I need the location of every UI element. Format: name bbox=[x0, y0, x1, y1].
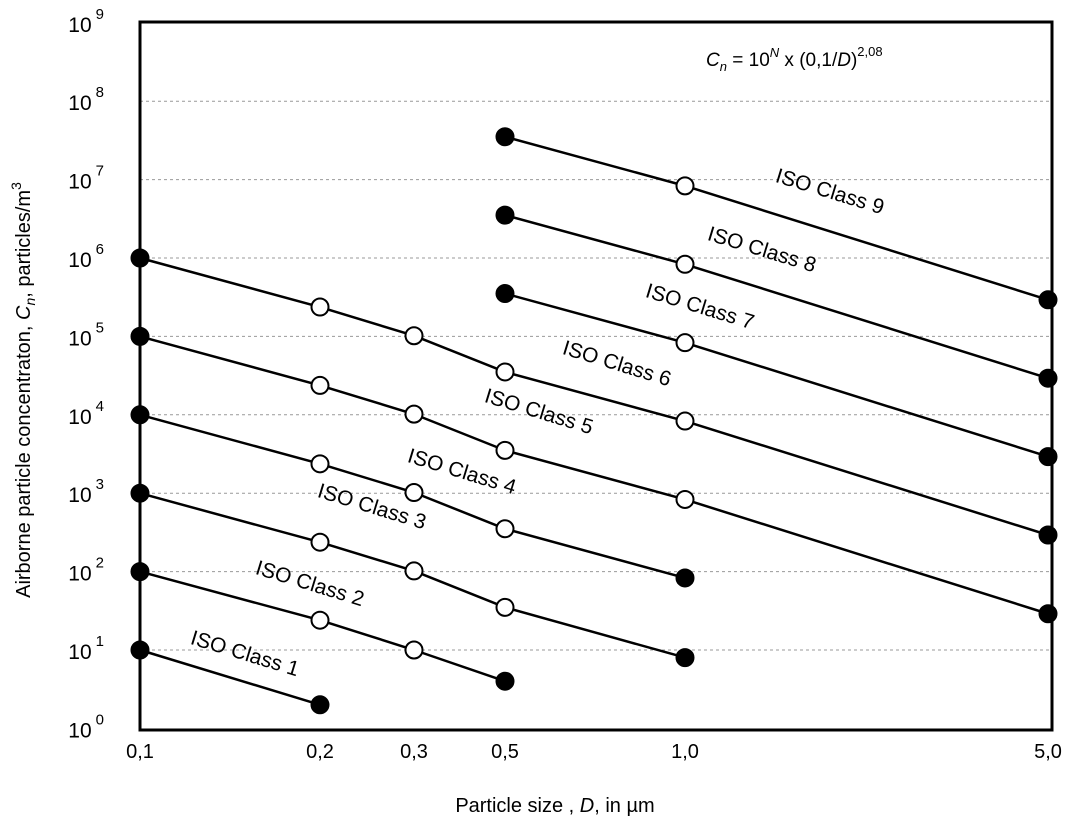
filled-point bbox=[495, 205, 515, 225]
open-point bbox=[675, 254, 695, 274]
filled-point bbox=[1038, 290, 1058, 310]
series-group bbox=[130, 127, 1058, 715]
filled-point bbox=[130, 326, 150, 346]
open-point bbox=[675, 411, 695, 431]
formula-annotation: Cn = 10N x (0,1/D)2,08 bbox=[706, 44, 883, 74]
series-5 bbox=[130, 326, 1058, 624]
series-label: ISO Class 9 bbox=[773, 164, 887, 219]
x-axis-title: Particle size , D, in µm bbox=[455, 795, 654, 817]
filled-point bbox=[130, 248, 150, 268]
x-tick-label: 0,1 bbox=[126, 741, 154, 763]
y-tick-label: 10 2 bbox=[68, 555, 104, 586]
x-tick-label: 1,0 bbox=[671, 741, 699, 763]
series-line bbox=[139, 335, 1049, 615]
open-point bbox=[495, 362, 515, 382]
x-tick-label: 0,2 bbox=[306, 741, 334, 763]
series-8 bbox=[495, 205, 1058, 388]
open-point bbox=[404, 561, 424, 581]
y-tick-label: 10 8 bbox=[68, 84, 104, 115]
series-label: ISO Class 6 bbox=[560, 336, 674, 391]
filled-point bbox=[1038, 368, 1058, 388]
y-tick-label: 10 1 bbox=[68, 633, 104, 664]
y-tick-label: 10 3 bbox=[68, 476, 104, 507]
y-axis-title: Airborne particle concentraton, Cn, part… bbox=[8, 182, 38, 598]
filled-point bbox=[1038, 447, 1058, 467]
filled-point bbox=[675, 568, 695, 588]
x-tick-label: 0,3 bbox=[400, 741, 428, 763]
filled-point bbox=[1038, 604, 1058, 624]
series-1 bbox=[130, 640, 330, 715]
series-2 bbox=[130, 562, 515, 691]
open-point bbox=[675, 176, 695, 196]
open-point bbox=[495, 440, 515, 460]
filled-point bbox=[130, 405, 150, 425]
y-tick-label: 10 0 bbox=[68, 711, 104, 742]
series-3 bbox=[130, 483, 695, 668]
series-4 bbox=[130, 405, 695, 588]
y-tick-label: 10 4 bbox=[68, 398, 104, 429]
series-label: ISO Class 7 bbox=[643, 279, 757, 334]
open-point bbox=[310, 610, 330, 630]
filled-point bbox=[675, 648, 695, 668]
open-point bbox=[404, 640, 424, 660]
open-point bbox=[310, 532, 330, 552]
open-point bbox=[310, 375, 330, 395]
open-point bbox=[495, 519, 515, 539]
open-point bbox=[495, 597, 515, 617]
open-point bbox=[310, 454, 330, 474]
plot-frame bbox=[138, 20, 1054, 732]
filled-point bbox=[1038, 525, 1058, 545]
series-7 bbox=[495, 284, 1058, 467]
filled-point bbox=[130, 483, 150, 503]
x-tick-label: 0,5 bbox=[491, 741, 519, 763]
grid-lines bbox=[140, 100, 1052, 651]
x-tick-labels: 0,1 0,2 0,3 0,5 1,0 5,0 bbox=[126, 741, 1062, 763]
series-9 bbox=[495, 127, 1058, 310]
open-point bbox=[404, 483, 424, 503]
open-point bbox=[675, 333, 695, 353]
y-tick-label: 10 5 bbox=[68, 319, 104, 350]
open-point bbox=[310, 297, 330, 317]
series-label: ISO Class 8 bbox=[705, 222, 819, 277]
filled-point bbox=[310, 695, 330, 715]
series-line bbox=[139, 570, 506, 683]
y-tick-label: 10 7 bbox=[68, 163, 104, 194]
filled-point bbox=[130, 640, 150, 660]
y-tick-label: 10 9 bbox=[68, 6, 104, 37]
open-point bbox=[404, 404, 424, 424]
series-line bbox=[139, 648, 321, 706]
filled-point bbox=[495, 127, 515, 147]
filled-point bbox=[495, 671, 515, 691]
filled-point bbox=[495, 284, 515, 304]
series-label: ISO Class 2 bbox=[253, 556, 367, 611]
x-tick-label: 5,0 bbox=[1034, 741, 1062, 763]
series-label: ISO Class 1 bbox=[188, 626, 302, 681]
y-tick-label: 10 6 bbox=[68, 241, 104, 272]
open-point bbox=[675, 489, 695, 509]
series-6 bbox=[130, 248, 1058, 545]
series-line bbox=[504, 135, 1049, 301]
filled-point bbox=[130, 562, 150, 582]
series-line bbox=[139, 256, 1049, 537]
open-point bbox=[404, 326, 424, 346]
